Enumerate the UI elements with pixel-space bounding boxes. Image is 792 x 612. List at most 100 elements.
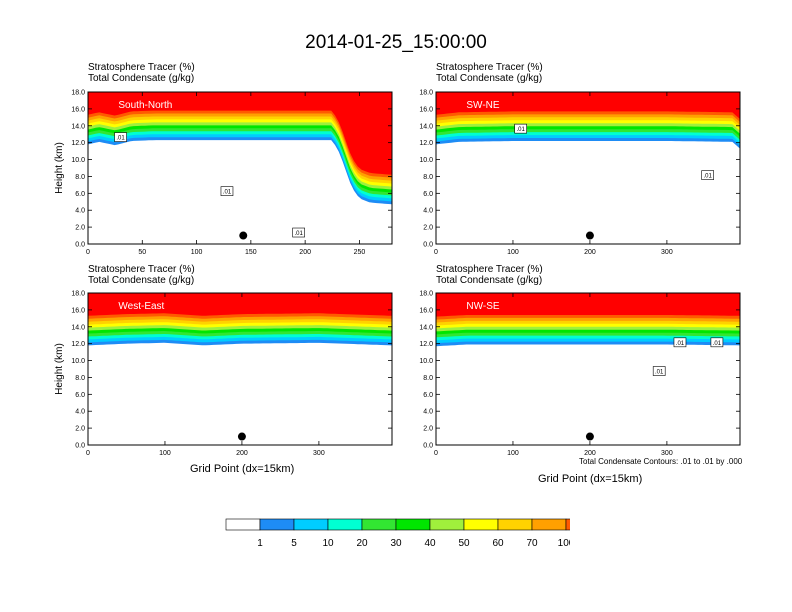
location-marker [237,432,246,441]
y-tick-label: 4.0 [75,208,85,215]
contour-label: .01 [704,174,713,180]
y-tick-label: 12.0 [419,341,433,348]
plot-frame [435,292,741,446]
contour-label: .01 [516,127,525,133]
panel-label: West-East [118,301,164,312]
panel-label: South-North [118,100,172,111]
y-tick-label: 10.0 [71,157,85,164]
y-tick-label: 18.0 [71,291,85,298]
panel-4-header-line-1: Stratosphere Tracer (%) [436,264,543,275]
y-tick-label: 12.0 [71,140,85,147]
y-tick-label: 16.0 [419,307,433,314]
y-tick-label: 10.0 [419,358,433,365]
y-tick-label: 8.0 [423,174,433,181]
panel-1-header-line-1: Stratosphere Tracer (%) [88,62,195,73]
plot-frame [87,91,393,245]
colorbar-label: 70 [526,538,538,549]
contour-note: Total Condensate Contours: .01 to .01 by… [579,457,743,466]
panel-4-header-line-2: Total Condensate (g/kg) [436,275,543,286]
y-tick-label: 12.0 [419,140,433,147]
colorbar-label: 50 [458,538,470,549]
location-marker [585,231,594,240]
y-tick-label: 6.0 [75,392,85,399]
y-tick-label: 4.0 [423,409,433,416]
colorbar-label: 100 [558,538,570,549]
x-tick-label: 0 [86,249,90,256]
panel-3-xlabel: Grid Point (dx=15km) [190,463,295,475]
contour-label: .01 [294,231,303,237]
x-tick-label: 100 [159,450,171,457]
y-tick-label: 18.0 [71,90,85,97]
panel-1-header: Stratosphere Tracer (%) Total Condensate… [88,62,195,84]
x-tick-label: 200 [236,450,248,457]
panel-2-header-line-2: Total Condensate (g/kg) [436,73,543,84]
plot-frame [87,292,393,446]
colorbar-box-6 [429,518,465,531]
plot-area: 0 100 200 300 0.0 2.0 4.0 6.0 8.0 10.0 12.0 14.0 16.… [54,291,393,457]
y-tick-label: 0.0 [423,242,433,249]
y-tick-label: 8.0 [75,375,85,382]
y-tick-label: 0.0 [423,443,433,450]
contour-label-box [114,132,127,142]
y-tick-label: 10.0 [419,157,433,164]
colorbar-label: 1 [257,538,263,549]
y-tick-label: 14.0 [71,123,85,130]
contour-label-box [220,186,234,196]
y-tick-label: 14.0 [419,324,433,331]
x-tick-label: 300 [313,450,325,457]
y-tick-label: 6.0 [423,191,433,198]
x-tick-label: 0 [86,450,90,457]
panel-2-header: Stratosphere Tracer (%) Total Condensate… [436,62,543,84]
x-tick-label: 0 [434,249,438,256]
x-tick-label: 300 [661,249,673,256]
x-tick-label: 200 [584,450,596,457]
colorbar-label: 30 [390,538,402,549]
contour-label: .01 [116,136,125,142]
location-marker [585,432,594,441]
y-tick-label: 0.0 [75,443,85,450]
colorbar: 1 5 10 20 30 40 50 60 70 100 [225,518,570,549]
contour-label-box [701,170,714,180]
contour-label-box [514,123,527,134]
panel-4-header: Stratosphere Tracer (%) Total Condensate… [436,264,543,286]
contour-label: .01 [676,341,685,347]
colorbar-label: 10 [322,538,334,549]
y-axis-label: Height (km) [54,343,65,395]
colorbar-box-9 [531,518,567,531]
panel-3-header-line-2: Total Condensate (g/kg) [88,275,195,286]
y-tick-label: 10.0 [71,358,85,365]
x-tick-label: 50 [138,249,146,256]
colorbar-box-0 [225,518,261,531]
y-tick-label: 14.0 [419,123,433,130]
colorbar-box-8 [497,518,533,531]
y-tick-label: 14.0 [71,324,85,331]
y-tick-label: 2.0 [423,225,433,232]
panel-label: NW-SE [466,301,499,312]
x-tick-label: 100 [507,450,519,457]
panel-label: SW-NE [466,100,499,111]
contour-label: .01 [713,341,722,347]
y-tick-label: 16.0 [71,106,85,113]
y-tick-label: 18.0 [419,291,433,298]
colorbar-box-3 [327,518,363,531]
y-tick-label: 16.0 [419,106,433,113]
colorbar-box-10 [565,518,570,531]
tracer-top [88,293,392,313]
contour-label-box [292,227,305,238]
y-tick-label: 12.0 [71,341,85,348]
colorbar-box-2 [293,518,329,531]
panel-3-header-line-1: Stratosphere Tracer (%) [88,264,195,275]
colorbar-box-7 [463,518,499,531]
y-tick-label: 4.0 [75,409,85,416]
plot-area: 0 100 200 300 0.0 2.0 4.0 6.0 8.0 10.0 12.0 14.0 16.… [419,291,741,457]
y-tick-label: 16.0 [71,307,85,314]
tracer-band-2 [88,92,392,181]
y-tick-label: 2.0 [75,426,85,433]
y-axis-label: Height (km) [54,142,65,194]
y-tick-label: 8.0 [423,375,433,382]
colorbar-box-5 [395,518,431,531]
x-tick-label: 250 [354,249,366,256]
panel-3-header: Stratosphere Tracer (%) Total Condensate… [88,264,195,286]
